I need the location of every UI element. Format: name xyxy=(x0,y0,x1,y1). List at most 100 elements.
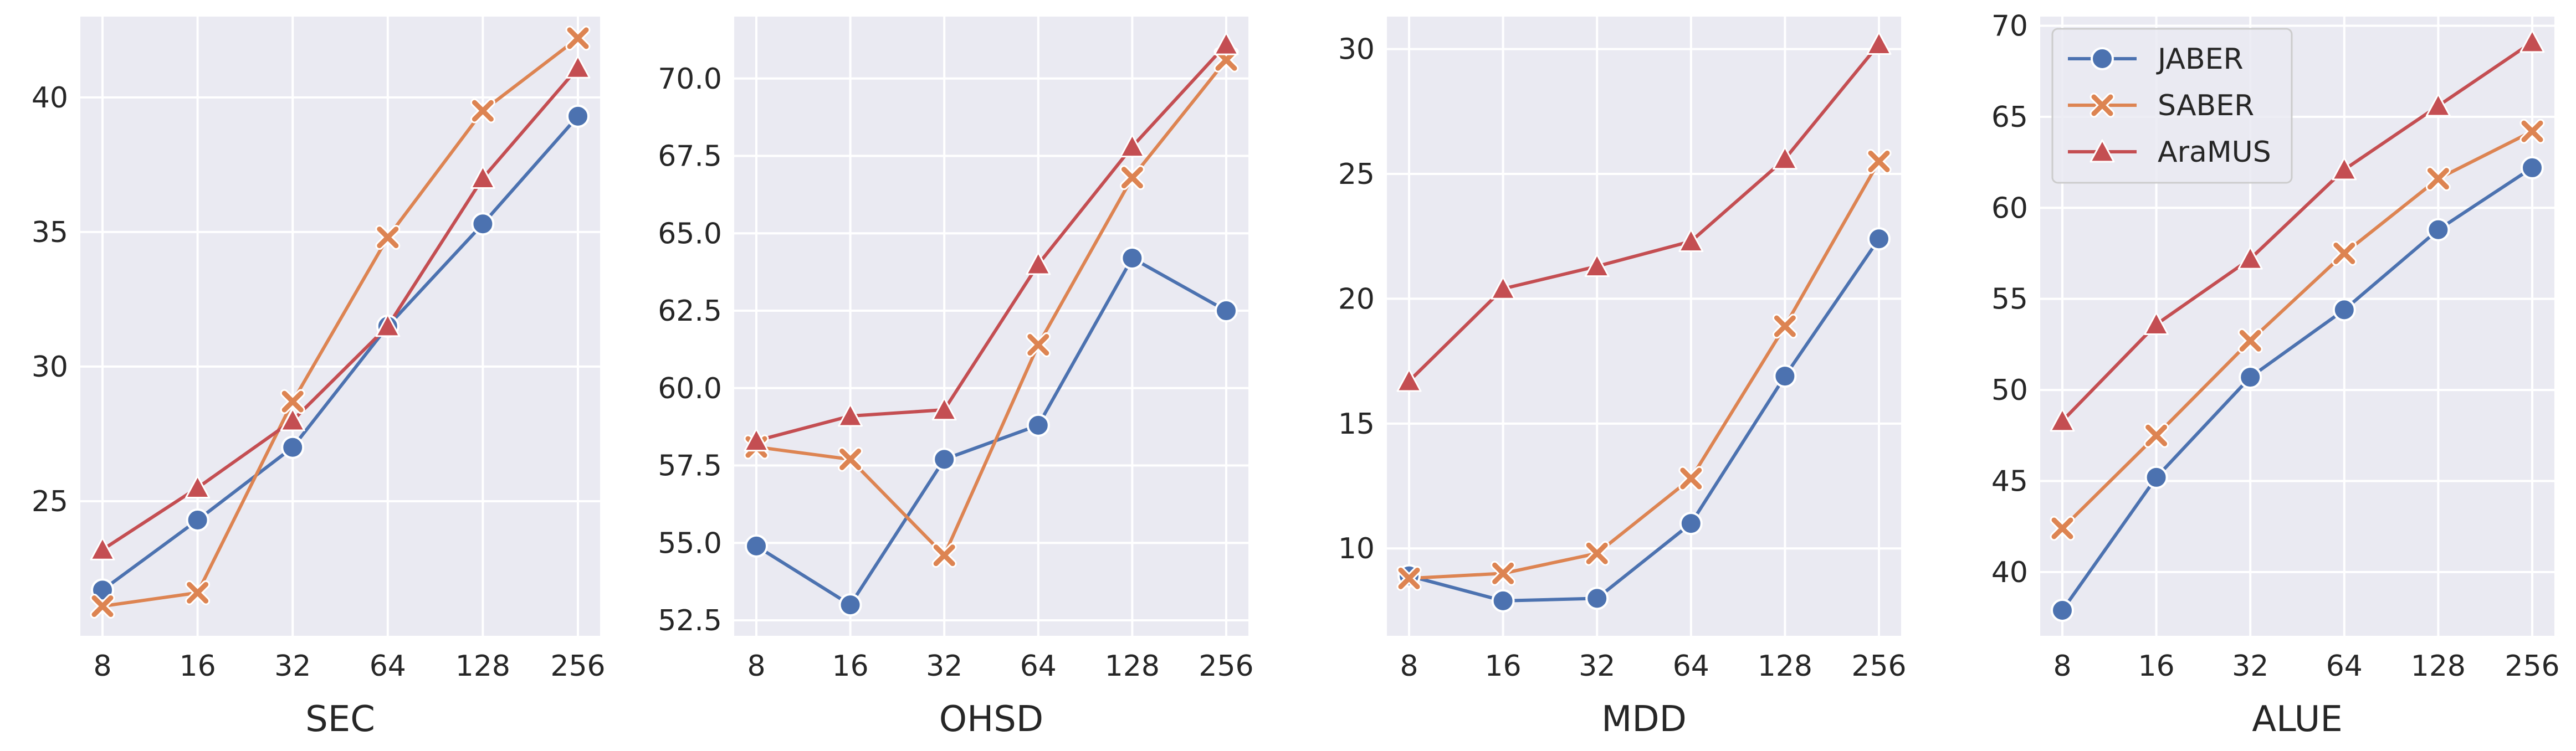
y-tick-label-alue-70: 70 xyxy=(1991,9,2028,43)
x-axis-label-alue: ALUE xyxy=(2252,699,2343,740)
series-line-alue-aramus xyxy=(2061,40,2533,423)
data-point-ohsd-saber-32-stroke xyxy=(933,544,955,567)
data-point-sec-saber-32 xyxy=(280,389,305,414)
y-tick-label-alue-65: 65 xyxy=(1991,101,2028,134)
x-tick-label-sec-8: 8 xyxy=(93,650,111,683)
data-point-sec-saber-64 xyxy=(375,225,401,250)
data-point-ohsd-saber-16 xyxy=(838,446,863,472)
x-axis-label-mdd: MDD xyxy=(1601,699,1687,740)
series-line-sec-saber xyxy=(102,37,579,608)
x-tick-label-mdd-8: 8 xyxy=(1400,650,1418,683)
x-tick-label-sec-64: 64 xyxy=(370,650,406,683)
data-point-alue-aramus-128 xyxy=(2425,93,2451,117)
data-point-alue-jaber-16 xyxy=(2144,465,2168,489)
x-tick-label-ohsd-256: 256 xyxy=(1199,650,1253,683)
x-tick-label-sec-32: 32 xyxy=(274,650,311,683)
data-point-sec-saber-128 xyxy=(470,98,495,124)
data-point-ohsd-aramus-32 xyxy=(931,397,957,421)
data-point-sec-jaber-128 xyxy=(471,212,495,236)
x-tick-label-ohsd-64: 64 xyxy=(1020,650,1057,683)
series-line-ohsd-aramus xyxy=(756,43,1228,443)
legend-label-jaber: JABER xyxy=(2156,43,2244,76)
x-tick-label-mdd-16: 16 xyxy=(1485,650,1522,683)
data-point-sec-saber-16-stroke xyxy=(187,582,209,604)
y-tick-label-alue-55: 55 xyxy=(1991,283,2028,316)
legend-marker-aramus xyxy=(2090,139,2115,163)
y-tick-label-ohsd-67-5: 67.5 xyxy=(658,140,722,173)
data-point-alue-saber-8 xyxy=(2050,516,2075,541)
data-point-mdd-saber-256-stroke xyxy=(1868,150,1890,172)
y-tick-label-ohsd-70: 70.0 xyxy=(658,63,722,96)
y-tick-label-sec-35: 35 xyxy=(32,216,68,249)
y-tick-label-mdd-30: 30 xyxy=(1338,33,1375,66)
data-point-alue-jaber-64 xyxy=(2332,298,2356,322)
series-line-alue-saber xyxy=(2061,130,2533,530)
legend-marker-saber-stroke xyxy=(2091,94,2113,116)
series-line-mdd-jaber xyxy=(1409,238,1881,603)
data-point-mdd-saber-32-stroke xyxy=(1586,542,1608,564)
x-tick-label-alue-128: 128 xyxy=(2411,650,2466,683)
data-point-mdd-saber-16-stroke xyxy=(1492,562,1514,584)
x-tick-label-sec-128: 128 xyxy=(455,650,510,683)
data-point-ohsd-jaber-64 xyxy=(1026,413,1050,437)
data-point-ohsd-saber-128 xyxy=(1119,165,1145,191)
data-point-alue-saber-256 xyxy=(2519,119,2545,144)
series-line-mdd-aramus xyxy=(1407,43,1881,383)
x-tick-label-ohsd-8: 8 xyxy=(747,650,765,683)
y-tick-label-mdd-25: 25 xyxy=(1338,158,1375,191)
data-point-alue-jaber-32 xyxy=(2239,366,2262,389)
data-point-mdd-aramus-128 xyxy=(1772,146,1797,170)
data-point-sec-aramus-64 xyxy=(375,313,401,337)
data-point-sec-aramus-8 xyxy=(90,537,115,560)
x-tick-label-alue-64: 64 xyxy=(2326,650,2363,683)
series-line-sec-aramus xyxy=(101,66,580,551)
data-point-ohsd-jaber-8 xyxy=(745,534,768,558)
data-point-sec-saber-256-stroke xyxy=(567,27,589,49)
data-point-alue-aramus-8 xyxy=(2050,408,2075,432)
series-line-mdd-saber xyxy=(1409,160,1881,580)
x-tick-label-sec-256: 256 xyxy=(550,650,605,683)
x-tick-label-alue-32: 32 xyxy=(2232,650,2268,683)
data-point-mdd-jaber-256 xyxy=(1867,227,1891,251)
data-point-ohsd-aramus-128 xyxy=(1119,134,1145,158)
legend: JABER SABER AraMUS xyxy=(2051,28,2293,184)
data-point-ohsd-aramus-16 xyxy=(838,403,863,427)
data-point-sec-saber-8-stroke xyxy=(91,595,114,618)
data-point-mdd-saber-8-stroke xyxy=(1398,567,1420,589)
y-tick-label-alue-60: 60 xyxy=(1991,192,2028,225)
y-tick-label-sec-40: 40 xyxy=(32,81,68,115)
data-point-alue-saber-16 xyxy=(2144,423,2169,448)
data-point-alue-aramus-64 xyxy=(2332,157,2357,181)
plot-area-ohsd xyxy=(734,17,1248,636)
data-point-ohsd-saber-16-stroke xyxy=(839,448,862,470)
x-axis-label-ohsd: OHSD xyxy=(939,699,1043,740)
data-point-mdd-jaber-128 xyxy=(1773,364,1797,388)
data-point-alue-jaber-128 xyxy=(2426,218,2450,241)
data-point-mdd-jaber-64 xyxy=(1679,512,1703,536)
data-point-mdd-jaber-16 xyxy=(1491,589,1515,613)
legend-marker-saber xyxy=(2090,92,2115,118)
data-point-alue-jaber-8 xyxy=(2051,598,2074,622)
data-point-sec-saber-256 xyxy=(565,25,591,51)
x-tick-label-mdd-32: 32 xyxy=(1579,650,1615,683)
x-tick-label-ohsd-32: 32 xyxy=(926,650,962,683)
data-point-mdd-jaber-32 xyxy=(1585,587,1609,610)
data-point-alue-saber-64-stroke xyxy=(2333,242,2355,264)
data-point-sec-saber-16 xyxy=(185,580,211,605)
y-tick-label-alue-45: 45 xyxy=(1991,465,2028,498)
data-point-mdd-saber-256 xyxy=(1866,148,1892,174)
data-point-mdd-aramus-32 xyxy=(1584,254,1610,277)
data-point-mdd-saber-128-stroke xyxy=(1774,315,1796,337)
data-point-alue-saber-64 xyxy=(2332,240,2357,266)
data-point-mdd-saber-8 xyxy=(1396,565,1422,591)
data-point-sec-jaber-256 xyxy=(566,104,590,128)
chart-panel-ohsd: 8 16 32 64 128 256 52.5 55.0 57.5 60.0 62.5 65.0 67.… xyxy=(658,17,1254,740)
y-tick-label-sec-30: 30 xyxy=(32,351,68,384)
y-tick-label-sec-25: 25 xyxy=(32,485,68,518)
y-tick-label-ohsd-57-5: 57.5 xyxy=(658,450,722,483)
data-point-mdd-saber-32 xyxy=(1584,541,1610,566)
series-line-sec-jaber xyxy=(101,115,580,591)
legend-label-saber: SABER xyxy=(2158,89,2254,122)
data-point-sec-saber-8 xyxy=(90,594,115,619)
